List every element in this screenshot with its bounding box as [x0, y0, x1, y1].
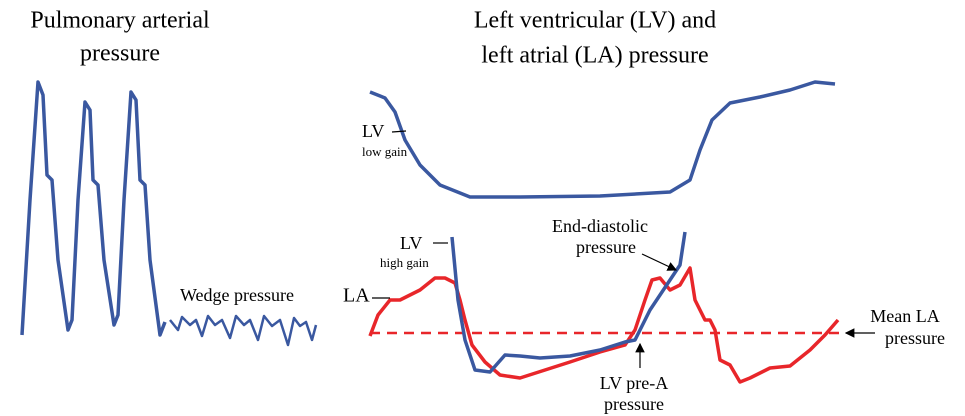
- lv-pre-a-label: LV pre-A: [600, 373, 669, 393]
- lv-high-label: LV: [400, 233, 422, 253]
- mean-la-label: Mean LA: [870, 306, 939, 326]
- pa-waveform: [20, 80, 167, 337]
- right-title: left atrial (LA) pressure: [481, 43, 708, 69]
- lv-high-sublabel: high gain: [380, 255, 429, 270]
- la-label: LA: [343, 285, 370, 307]
- end-diastolic-label: End-diastolic: [552, 216, 648, 236]
- lv-low-label: LV: [362, 121, 384, 141]
- lv-low-sublabel: low gain: [362, 144, 408, 159]
- wedge-waveform: [169, 314, 318, 347]
- pointer: [391, 130, 407, 133]
- lv-pre-a-label: pressure: [604, 394, 664, 414]
- lv-high-gain-curve: [450, 231, 687, 374]
- lv-low-gain-curve: [369, 80, 836, 199]
- mean-la-label: pressure: [885, 328, 945, 348]
- left-title: Pulmonary arterial: [30, 8, 210, 34]
- wedge-label: Wedge pressure: [180, 285, 294, 305]
- la-curve: [368, 266, 840, 384]
- right-title: Left ventricular (LV) and: [474, 8, 716, 34]
- left-title: pressure: [80, 41, 160, 67]
- arrow: [641, 253, 678, 271]
- end-diastolic-label: pressure: [576, 237, 636, 257]
